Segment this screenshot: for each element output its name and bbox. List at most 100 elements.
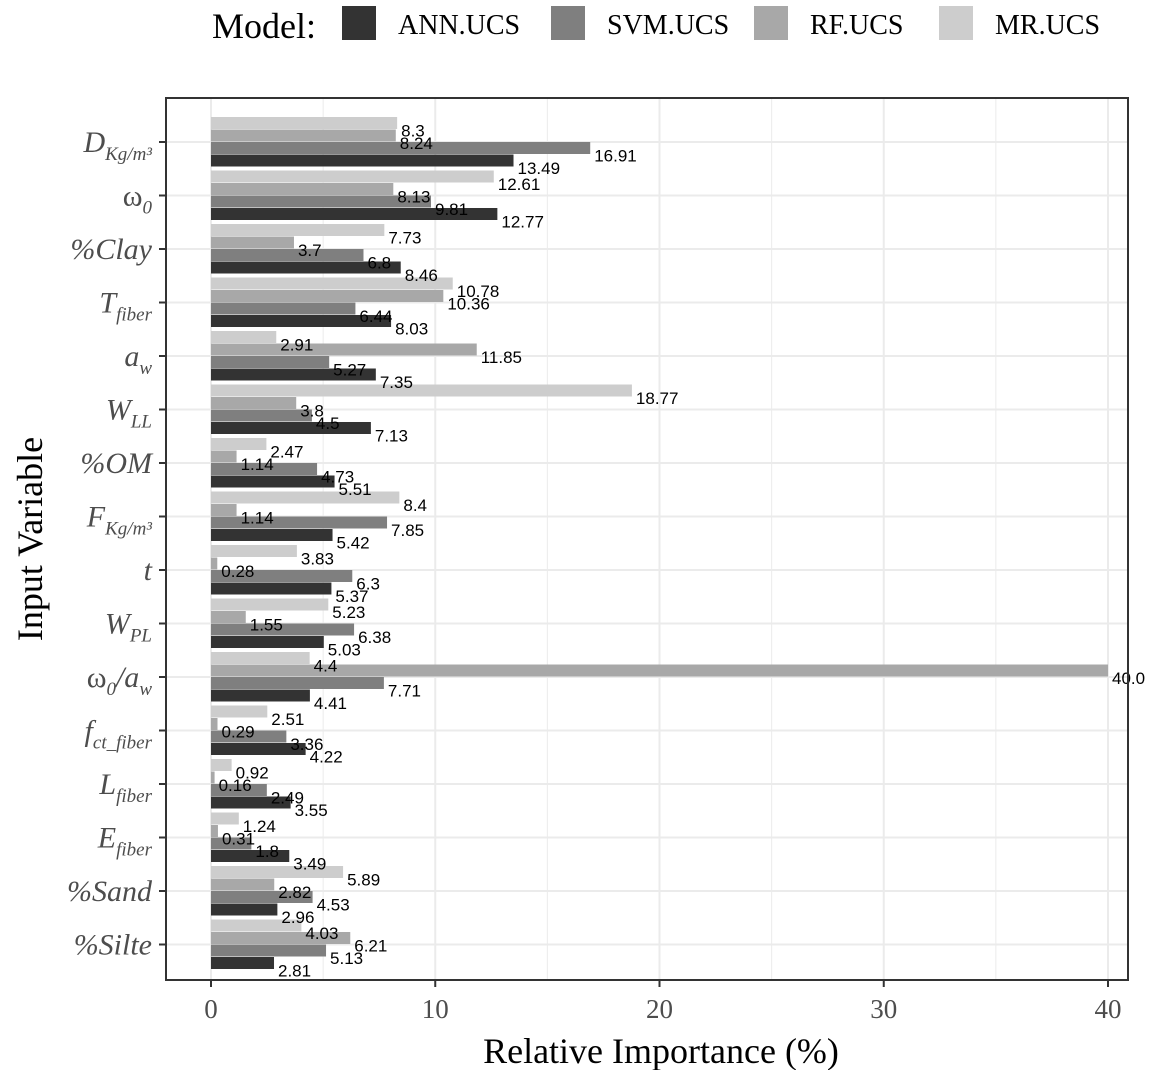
- y-tick-label: ω0/aw: [87, 661, 153, 700]
- bar: [211, 796, 291, 809]
- data-label: 10.78: [457, 282, 500, 301]
- data-label: 18.77: [636, 389, 679, 408]
- bar: [211, 812, 239, 825]
- bar: [211, 154, 514, 167]
- bar: [211, 129, 396, 142]
- data-label: 4.73: [321, 467, 354, 486]
- bar: [211, 290, 444, 302]
- data-label: 2.81: [278, 961, 311, 980]
- y-tick-label: FKg/m³: [86, 501, 153, 540]
- bar: [211, 409, 312, 422]
- bar: [211, 236, 294, 249]
- data-label: 5.37: [335, 587, 368, 606]
- data-label: 8.13: [397, 187, 430, 206]
- bar: [211, 343, 477, 356]
- data-label: 7.35: [380, 373, 413, 392]
- bar: [211, 557, 218, 570]
- bar: [211, 850, 290, 862]
- bar: [211, 545, 297, 557]
- bar: [211, 183, 394, 195]
- bar: [211, 142, 591, 154]
- data-label: 7.13: [375, 426, 408, 445]
- legend: Model: ANN.UCS SVM.UCS RF.UCS MR.UCS: [212, 6, 1100, 46]
- data-label: 11.85: [481, 348, 522, 367]
- x-tick-label: 30: [870, 994, 897, 1024]
- legend-label: MR.UCS: [995, 10, 1100, 41]
- bar: [211, 224, 385, 236]
- data-label: 2.82: [278, 883, 311, 902]
- bar: [211, 491, 400, 504]
- data-label: 6.38: [358, 628, 391, 647]
- bar: [211, 957, 275, 969]
- legend-title: Model:: [212, 6, 316, 46]
- bars: [211, 117, 1108, 969]
- y-tick-label: WLL: [106, 394, 152, 433]
- bar: [211, 570, 353, 582]
- x-axis-title: Relative Importance (%): [483, 1031, 839, 1070]
- data-label: 6.44: [359, 307, 392, 326]
- bar: [211, 878, 275, 891]
- data-label: 16.91: [594, 146, 637, 165]
- legend-key: [551, 6, 585, 40]
- bar: [211, 249, 364, 261]
- data-label: 3.49: [293, 854, 326, 873]
- data-label: 2.47: [270, 442, 303, 461]
- y-tick-label: t: [144, 554, 153, 587]
- data-label: 9.81: [435, 200, 468, 219]
- data-label: 13.49: [518, 159, 561, 178]
- data-label: 8.3: [401, 121, 425, 140]
- data-label: 3.7: [298, 241, 322, 260]
- bar: [211, 825, 218, 837]
- bar: [211, 664, 1108, 677]
- bar: [211, 331, 277, 343]
- y-tick-label: WPL: [105, 608, 152, 647]
- data-label: 3.36: [290, 735, 323, 754]
- data-label: 4.53: [317, 895, 350, 914]
- data-label: 8.03: [395, 319, 428, 338]
- bar: [211, 117, 398, 129]
- data-labels: 13.4912.778.468.037.357.135.515.425.375.…: [219, 121, 1146, 980]
- data-label: 5.13: [330, 949, 363, 968]
- y-tick-label: Lfiber: [98, 768, 152, 807]
- data-label: 6.21: [354, 936, 387, 955]
- data-label: 5.27: [333, 360, 366, 379]
- data-label: 4.22: [310, 747, 343, 766]
- bar: [211, 438, 267, 450]
- data-label: 0.16: [219, 776, 252, 795]
- bar: [211, 759, 232, 771]
- data-label: 4.41: [314, 694, 347, 713]
- x-tick-label: 20: [646, 994, 673, 1024]
- y-tick-label: aw: [124, 340, 152, 379]
- data-label: 5.03: [328, 640, 361, 659]
- bar: [211, 277, 453, 290]
- data-label: 3.83: [301, 549, 334, 568]
- bar: [211, 677, 384, 689]
- data-label: 12.61: [498, 175, 541, 194]
- bar: [211, 837, 252, 850]
- bar: [211, 903, 278, 916]
- bar: [211, 195, 431, 208]
- data-label: 2.49: [271, 788, 304, 807]
- bar: [211, 170, 494, 183]
- bar: [211, 450, 237, 463]
- legend-label: SVM.UCS: [607, 10, 729, 41]
- bar: [211, 582, 332, 595]
- legend-key: [939, 6, 973, 40]
- y-tick-label: %OM: [80, 447, 154, 480]
- data-label: 7.73: [388, 228, 421, 247]
- bar: [211, 891, 313, 903]
- bar: [211, 463, 318, 475]
- data-label: 0.92: [236, 763, 269, 782]
- data-label: 0.28: [221, 562, 254, 581]
- legend-label: RF.UCS: [810, 10, 903, 41]
- data-label: 1.8: [255, 842, 279, 861]
- bar: [211, 944, 327, 957]
- legend-key: [342, 6, 376, 40]
- bar: [211, 422, 371, 434]
- data-label: 4.03: [305, 924, 338, 943]
- bar: [211, 356, 330, 368]
- data-label: 1.14: [241, 508, 274, 527]
- bar: [211, 475, 335, 488]
- bar: [211, 705, 268, 718]
- data-label: 0.31: [222, 829, 255, 848]
